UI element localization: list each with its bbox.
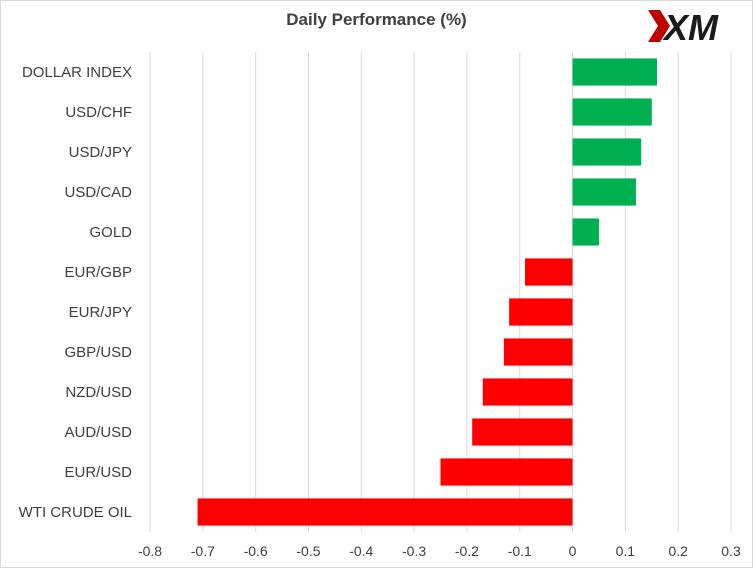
x-tick-label: 0.2 bbox=[668, 543, 688, 559]
category-label: GBP/USD bbox=[64, 344, 132, 361]
category-label: EUR/USD bbox=[64, 464, 132, 481]
bar-usd-jpy bbox=[572, 138, 642, 166]
chart-title: Daily Performance (%) bbox=[286, 10, 467, 29]
xm-logo-icon: XM bbox=[648, 7, 719, 46]
x-tick-label: -0.5 bbox=[296, 543, 320, 559]
bar-eur-jpy bbox=[509, 298, 573, 326]
bar-nzd-usd bbox=[482, 378, 573, 406]
category-label: EUR/GBP bbox=[64, 264, 132, 281]
x-tick-label: -0.6 bbox=[244, 543, 268, 559]
x-tick-label: -0.8 bbox=[138, 543, 162, 559]
category-label: WTI CRUDE OIL bbox=[19, 504, 132, 521]
x-tick-label: -0.2 bbox=[455, 543, 479, 559]
category-label: AUD/USD bbox=[64, 424, 132, 441]
bar-usd-chf bbox=[572, 98, 652, 126]
bar-aud-usd bbox=[472, 418, 573, 446]
xm-logo-mark bbox=[648, 10, 670, 42]
bar-dollar-index bbox=[572, 58, 658, 86]
category-label: GOLD bbox=[89, 224, 132, 241]
x-tick-label: -0.1 bbox=[508, 543, 532, 559]
bar-gold bbox=[572, 218, 599, 246]
xm-logo-text: XM bbox=[662, 7, 719, 46]
category-label: NZD/USD bbox=[65, 384, 132, 401]
x-tick-label: 0 bbox=[569, 543, 577, 559]
bars bbox=[197, 58, 658, 526]
x-tick-label: -0.4 bbox=[349, 543, 373, 559]
bar-usd-cad bbox=[572, 178, 636, 206]
bar-wti-crude-oil bbox=[197, 498, 573, 526]
gridlines bbox=[149, 52, 732, 532]
x-tick-label: -0.3 bbox=[402, 543, 426, 559]
x-axis-tick-labels: -0.8 -0.7 -0.6 -0.5 -0.4 -0.3 -0.2 -0.1 0 0.1 0.2 0… bbox=[138, 543, 741, 559]
category-label: EUR/JPY bbox=[69, 304, 132, 321]
category-labels: DOLLAR INDEX USD/CHF USD/JPY USD/CAD GOLD EUR… bbox=[19, 64, 133, 521]
x-tick-label: 0.3 bbox=[721, 543, 741, 559]
category-label: DOLLAR INDEX bbox=[22, 64, 132, 81]
bar-gbp-usd bbox=[503, 338, 573, 366]
category-label: USD/JPY bbox=[69, 144, 132, 161]
x-tick-label: 0.1 bbox=[616, 543, 636, 559]
category-label: USD/CHF bbox=[65, 104, 132, 121]
bar-eur-usd bbox=[440, 458, 573, 486]
bar-eur-gbp bbox=[525, 258, 573, 286]
category-label: USD/CAD bbox=[64, 184, 132, 201]
x-tick-label: -0.7 bbox=[191, 543, 215, 559]
